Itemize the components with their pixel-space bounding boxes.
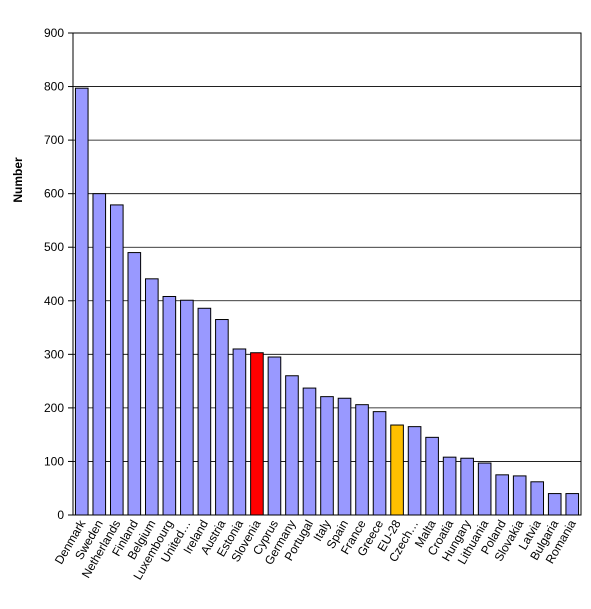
x-tick-labels: DenmarkSwedenNetherlandsFinlandBelgiumLu… bbox=[52, 517, 579, 583]
axes bbox=[72, 32, 582, 516]
bar-malta bbox=[425, 436, 439, 516]
bar-latvia bbox=[530, 481, 545, 516]
bar-slovenia bbox=[250, 352, 264, 516]
y-tick-label: 700 bbox=[44, 133, 64, 147]
y-tick-label: 800 bbox=[44, 80, 64, 94]
bar-finland bbox=[127, 252, 142, 516]
bar-luxembourg bbox=[162, 295, 177, 516]
bar-lithuania bbox=[477, 462, 492, 516]
bar-netherlands bbox=[109, 204, 124, 516]
bar-sweden bbox=[92, 193, 107, 516]
bar-ireland bbox=[197, 307, 212, 516]
bar-romania bbox=[565, 493, 580, 516]
bar-hungary bbox=[460, 457, 474, 516]
bar-portugal bbox=[302, 387, 317, 516]
bar-greece bbox=[372, 411, 387, 516]
bar-france bbox=[355, 404, 369, 516]
bar-eu-28 bbox=[390, 424, 404, 516]
bar-germany bbox=[285, 375, 299, 516]
bars bbox=[74, 87, 580, 516]
bar-slovakia bbox=[512, 475, 527, 516]
bar-belgium bbox=[145, 278, 159, 516]
plot-area-border bbox=[72, 32, 582, 516]
y-tick-label: 600 bbox=[44, 187, 64, 201]
bar-denmark bbox=[74, 87, 89, 516]
bar-italy bbox=[320, 396, 334, 516]
y-tick-label: 300 bbox=[44, 347, 64, 361]
bar-united bbox=[180, 299, 194, 516]
y-axis-label: Number bbox=[11, 157, 25, 203]
bar-croatia bbox=[442, 456, 457, 516]
bar-austria bbox=[215, 319, 229, 516]
y-tick-label: 900 bbox=[44, 26, 64, 40]
bar-spain bbox=[337, 397, 352, 516]
y-tick-label: 100 bbox=[44, 454, 64, 468]
bar-estonia bbox=[232, 348, 247, 516]
y-tick-label: 200 bbox=[44, 401, 64, 415]
y-tick-label: 500 bbox=[44, 240, 64, 254]
y-tick-labels: 0 100 200 300 400 500 600 700 800 900 bbox=[44, 26, 73, 522]
bar-cyprus bbox=[267, 356, 282, 516]
y-tick-label: 400 bbox=[44, 294, 64, 308]
bar-bulgaria bbox=[547, 493, 562, 516]
y-tick-label: 0 bbox=[57, 508, 64, 522]
bar-poland bbox=[495, 474, 509, 516]
bar-czech bbox=[407, 426, 422, 516]
